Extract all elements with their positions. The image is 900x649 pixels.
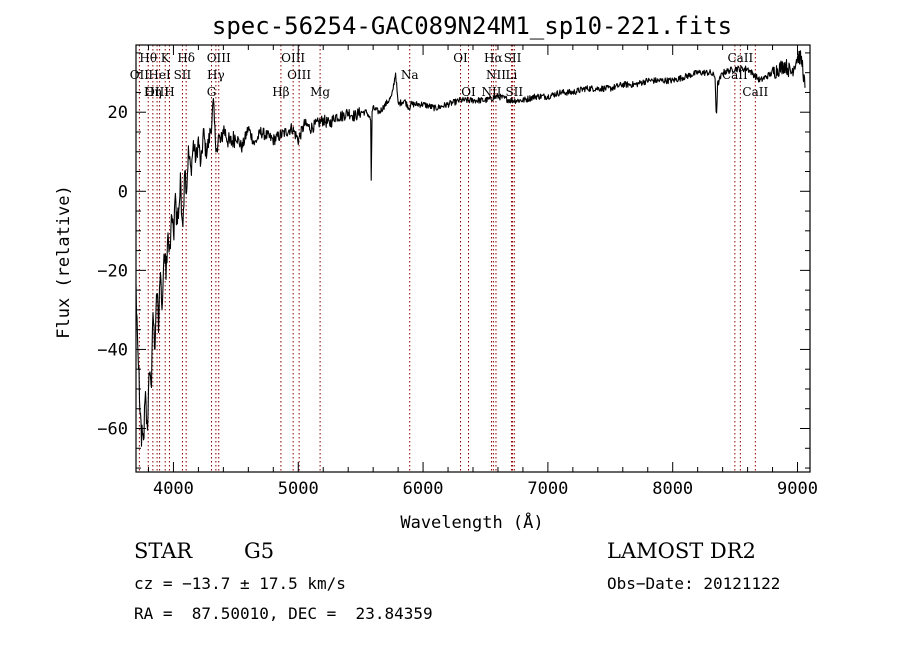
line-label-13: OIII — [287, 68, 311, 82]
obs-date: Obs−Date: 20121122 — [607, 574, 781, 593]
x-tick-label: 8000 — [652, 479, 693, 499]
axis-ticks — [136, 45, 810, 472]
line-label-2: Hδ — [177, 51, 195, 65]
line-label-23: Mg — [310, 85, 330, 99]
line-label-5: OI — [453, 51, 468, 65]
line-label-22: Hβ — [272, 85, 289, 99]
y-tick-label: −60 — [97, 420, 128, 440]
line-label-4: OIII — [281, 51, 305, 65]
spectrum-line — [135, 50, 806, 447]
line-label-8: CaII — [727, 51, 753, 65]
line-label-6: Hα — [484, 51, 503, 65]
survey-name: LAMOST DR2 — [607, 539, 756, 563]
line-label-11: SII — [174, 68, 192, 82]
line-label-7: SII — [504, 51, 522, 65]
line-label-9: OII — [130, 68, 150, 82]
line-label-18: OIII — [145, 85, 169, 99]
x-tick-label: 9000 — [777, 479, 818, 499]
x-tick-labels: 4000 5000 6000 7000 8000 9000 — [153, 479, 818, 499]
chart-title: spec-56254-GAC089N24M1_sp10-221.fits — [212, 12, 732, 40]
line-label-16: Li — [506, 68, 518, 82]
object-class: STAR — [134, 539, 193, 563]
line-label-14: Na — [401, 68, 419, 82]
plot-frame — [135, 44, 811, 473]
line-label-0: Hθ — [139, 51, 157, 65]
y-tick-label: 0 — [118, 182, 128, 202]
line-label-12: Hγ — [207, 68, 225, 82]
line-label-21: G — [207, 85, 217, 99]
line-label-24: OI — [461, 85, 476, 99]
line-label-26: SII — [505, 85, 523, 99]
object-subclass: G5 — [244, 539, 275, 563]
x-tick-label: 6000 — [403, 479, 444, 499]
line-label-27: CaII — [742, 85, 768, 99]
line-label-1: K — [161, 51, 171, 65]
line-label-20: H — [164, 85, 174, 99]
x-tick-label: 7000 — [527, 479, 568, 499]
line-label-10: HeI — [148, 68, 171, 82]
coordinates: RA = 87.50010, DEC = 23.84359 — [134, 604, 433, 623]
y-tick-labels: −60 −40 −20 0 20 — [97, 103, 128, 439]
y-tick-label: 20 — [108, 103, 128, 123]
line-label-3: OIII — [207, 51, 231, 65]
y-tick-label: −40 — [97, 340, 128, 360]
x-tick-label: 4000 — [153, 479, 194, 499]
redshift-readout: cz = −13.7 ± 17.5 km/s — [134, 574, 346, 593]
y-axis-label: Flux (relative) — [54, 185, 74, 339]
x-axis-label: Wavelength (Å) — [400, 511, 543, 533]
spectral-line-markers — [138, 45, 756, 472]
line-label-15: NII — [486, 68, 506, 82]
y-tick-label: −20 — [97, 261, 128, 281]
x-tick-label: 5000 — [278, 479, 319, 499]
line-label-19: Hη — [144, 85, 162, 99]
